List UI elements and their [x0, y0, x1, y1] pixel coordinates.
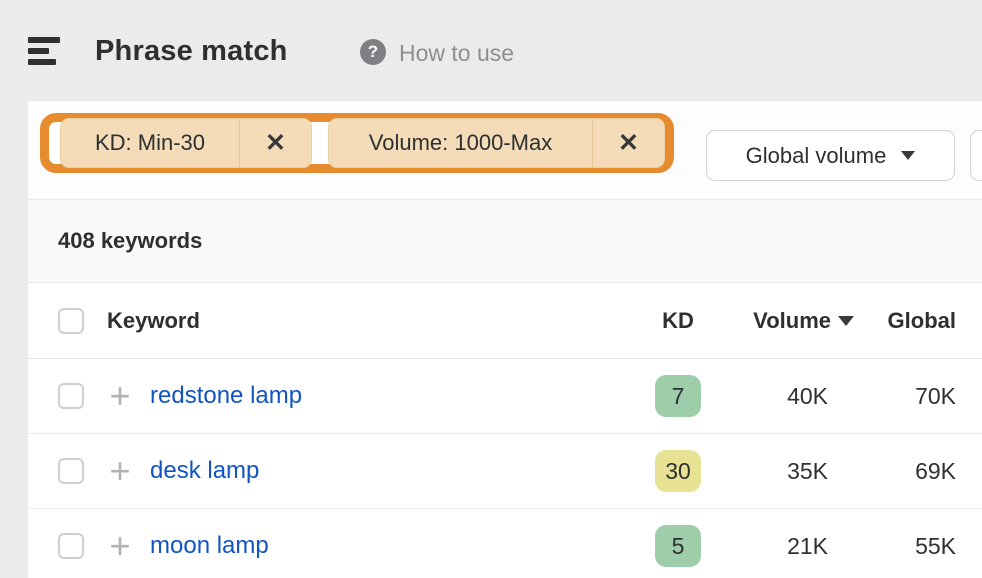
global-volume-value: 70K — [915, 382, 956, 409]
volume-value: 40K — [787, 382, 828, 409]
sidebar-toggle-icon[interactable] — [28, 37, 60, 66]
column-header-keyword[interactable]: Keyword — [107, 307, 200, 333]
column-header-kd[interactable]: KD — [662, 307, 694, 333]
volume-value: 35K — [787, 457, 828, 484]
table-header-row: Keyword KD Volume Global — [28, 283, 982, 359]
filter-bar: KD: Min-30 ✕ Volume: 1000-Max ✕ Global v… — [28, 101, 982, 200]
sort-desc-icon — [838, 315, 854, 326]
how-to-use-link[interactable]: How to use — [399, 40, 515, 66]
row-checkbox[interactable] — [58, 458, 84, 484]
expand-plus-icon[interactable]: + — [109, 375, 131, 416]
expand-plus-icon[interactable]: + — [109, 525, 131, 566]
top-header: Phrase match ? How to use — [0, 0, 982, 101]
select-all-checkbox[interactable] — [58, 307, 84, 334]
kd-badge: 30 — [655, 450, 701, 492]
global-volume-dropdown-label: Global volume — [745, 142, 887, 168]
table-row: + moon lamp 5 21K 55K — [28, 509, 982, 578]
filter-chip-kd-label[interactable]: KD: Min-30 — [94, 130, 206, 155]
volume-value: 21K — [787, 532, 828, 559]
global-volume-value: 55K — [915, 532, 956, 559]
remove-filter-icon[interactable]: ✕ — [618, 129, 639, 157]
remove-filter-icon[interactable]: ✕ — [265, 129, 286, 157]
filter-chip-volume[interactable]: Volume: 1000-Max ✕ — [328, 118, 665, 168]
content-panel: KD: Min-30 ✕ Volume: 1000-Max ✕ Global v… — [28, 101, 982, 578]
filter-chip-kd[interactable]: KD: Min-30 ✕ — [60, 118, 313, 168]
global-volume-dropdown[interactable]: Global volume — [706, 130, 955, 181]
global-volume-value: 69K — [915, 457, 956, 484]
expand-plus-icon[interactable]: + — [109, 450, 131, 491]
page-title: Phrase match — [95, 35, 288, 67]
filter-chip-volume-label[interactable]: Volume: 1000-Max — [368, 130, 553, 155]
keyword-link[interactable]: moon lamp — [150, 532, 269, 559]
column-header-global[interactable]: Global — [887, 307, 956, 333]
column-header-volume[interactable]: Volume — [701, 307, 854, 334]
table-row: + redstone lamp 7 40K 70K — [28, 359, 982, 434]
help-icon[interactable]: ? — [360, 39, 386, 65]
kd-badge: 5 — [655, 525, 701, 567]
results-count: 408 keywords — [58, 228, 203, 253]
table-row: + desk lamp 30 35K 69K — [28, 434, 982, 509]
keyword-link[interactable]: redstone lamp — [150, 382, 303, 409]
kd-badge: 7 — [655, 375, 701, 417]
partial-button[interactable] — [970, 130, 982, 181]
column-header-volume-label: Volume — [753, 307, 831, 333]
filters-highlight-annotation: KD: Min-30 ✕ Volume: 1000-Max ✕ — [40, 113, 674, 173]
keyword-link[interactable]: desk lamp — [150, 457, 260, 484]
chip-divider — [239, 119, 241, 167]
row-checkbox[interactable] — [58, 383, 84, 409]
row-checkbox[interactable] — [58, 533, 84, 559]
chevron-down-icon — [901, 151, 916, 160]
chip-divider — [592, 119, 593, 167]
results-count-band: 408 keywords — [28, 200, 982, 283]
